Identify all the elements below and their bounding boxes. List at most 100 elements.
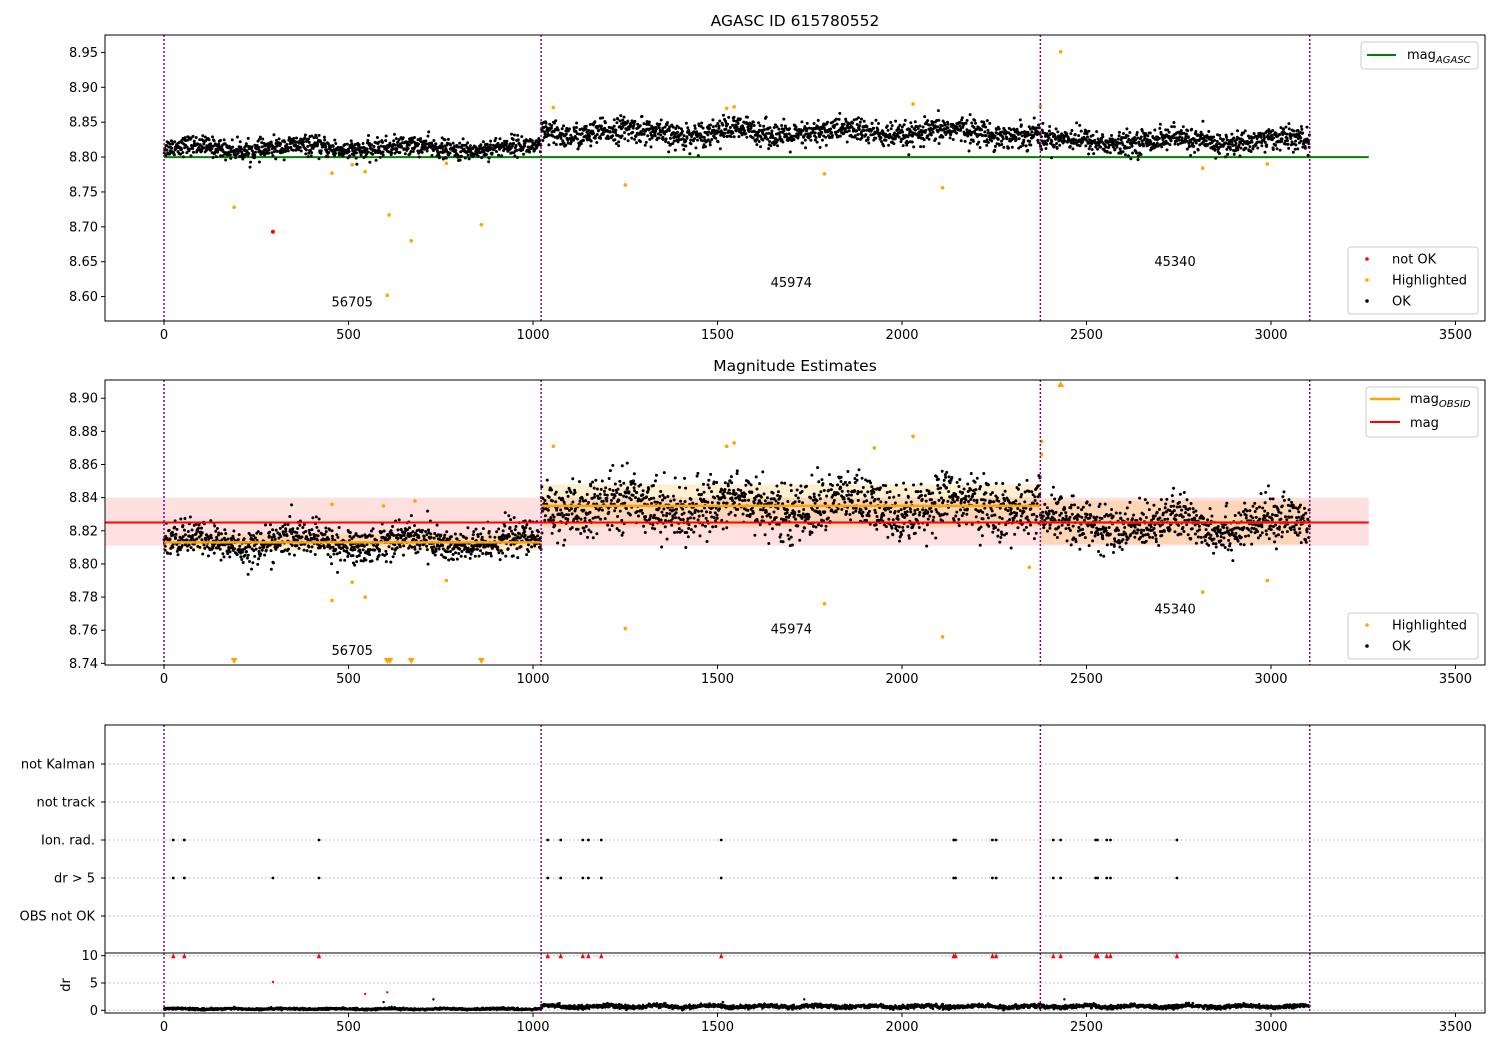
ok-point bbox=[239, 555, 243, 559]
ok-point bbox=[569, 140, 573, 144]
x-tick-label: 1000 bbox=[516, 328, 549, 343]
ok-point bbox=[661, 513, 665, 517]
ok-point bbox=[758, 499, 762, 503]
ok-point bbox=[720, 518, 724, 522]
ok-point bbox=[746, 508, 750, 512]
highlighted-point bbox=[350, 162, 355, 167]
ok-point bbox=[1146, 134, 1150, 138]
ok-point bbox=[732, 490, 736, 494]
ok-point bbox=[965, 119, 969, 123]
ok-point bbox=[649, 133, 653, 137]
ok-point bbox=[959, 139, 963, 143]
ok-point bbox=[1001, 137, 1005, 141]
x-tick-label: 0 bbox=[160, 328, 168, 343]
ok-point bbox=[1303, 146, 1307, 150]
ok-point bbox=[724, 127, 728, 131]
ok-point bbox=[732, 135, 736, 139]
highlighted-point bbox=[623, 183, 628, 187]
ok-point bbox=[587, 501, 591, 505]
ok-point bbox=[1094, 144, 1098, 148]
ok-point bbox=[551, 134, 555, 138]
ok-point bbox=[899, 140, 903, 144]
ok-point bbox=[264, 523, 268, 527]
ok-point bbox=[632, 486, 636, 490]
ok-point bbox=[666, 141, 670, 145]
ok-point bbox=[946, 126, 950, 130]
ok-point bbox=[763, 533, 767, 537]
ok-point bbox=[552, 515, 556, 519]
ok-point bbox=[259, 552, 263, 556]
ok-point bbox=[313, 552, 317, 556]
ok-point bbox=[1111, 145, 1115, 149]
ok-point bbox=[275, 150, 279, 154]
ok-point bbox=[1296, 128, 1300, 132]
ok-point bbox=[1256, 146, 1260, 150]
ok-point bbox=[759, 145, 763, 149]
ok-point bbox=[1108, 137, 1112, 141]
ok-point bbox=[309, 154, 313, 158]
ok-point bbox=[234, 156, 238, 160]
ok-point bbox=[189, 154, 193, 158]
ok-point bbox=[686, 535, 690, 539]
ok-point bbox=[803, 125, 807, 129]
ok-point bbox=[671, 125, 675, 129]
ok-point bbox=[582, 508, 586, 512]
ok-point bbox=[787, 132, 791, 136]
ok-point bbox=[248, 560, 252, 564]
ok-point bbox=[1206, 143, 1210, 147]
ok-point bbox=[619, 114, 623, 118]
ok-point bbox=[710, 501, 714, 505]
ok-point bbox=[704, 145, 708, 149]
ok-point bbox=[1054, 127, 1058, 131]
ok-point bbox=[579, 531, 583, 535]
ok-point bbox=[270, 538, 274, 542]
ok-point bbox=[834, 117, 838, 121]
ok-point bbox=[631, 130, 635, 134]
ok-point bbox=[1087, 147, 1091, 151]
ok-point bbox=[1299, 136, 1303, 140]
ok-point bbox=[711, 525, 715, 529]
ok-point bbox=[642, 132, 646, 136]
ok-point bbox=[267, 148, 271, 152]
ok-point bbox=[574, 126, 578, 130]
ok-point bbox=[466, 153, 470, 157]
ok-point bbox=[1235, 138, 1239, 142]
legend-label-sub: AGASC bbox=[1435, 55, 1471, 66]
ok-point bbox=[440, 142, 444, 146]
ok-point bbox=[425, 548, 429, 552]
ok-point bbox=[789, 535, 793, 539]
ok-point bbox=[247, 152, 251, 156]
ok-point bbox=[1185, 147, 1189, 151]
ok-point bbox=[292, 136, 296, 140]
ok-point bbox=[554, 119, 558, 123]
ok-point bbox=[479, 549, 483, 553]
ok-point bbox=[662, 507, 666, 511]
ok-point bbox=[620, 134, 624, 138]
ok-point bbox=[564, 132, 568, 136]
ok-point bbox=[726, 122, 730, 126]
ok-point bbox=[812, 122, 816, 126]
ok-point bbox=[1287, 122, 1291, 126]
ok-point bbox=[852, 118, 856, 122]
ok-point bbox=[701, 482, 705, 486]
ok-point bbox=[395, 150, 399, 154]
ok-point bbox=[295, 544, 299, 548]
ok-point bbox=[703, 524, 707, 528]
ok-point bbox=[370, 534, 374, 538]
ok-point bbox=[267, 151, 271, 155]
ok-point bbox=[641, 511, 645, 515]
ok-point bbox=[1126, 154, 1130, 158]
ok-point bbox=[751, 120, 755, 124]
ok-point bbox=[519, 545, 523, 549]
ok-point bbox=[603, 517, 607, 521]
ok-point bbox=[647, 487, 651, 491]
ok-point bbox=[277, 137, 281, 141]
ok-point bbox=[481, 552, 485, 556]
ok-point bbox=[1188, 144, 1192, 148]
ok-point bbox=[670, 523, 674, 527]
ok-point bbox=[1232, 136, 1236, 140]
ok-point bbox=[221, 154, 225, 158]
ok-point bbox=[800, 490, 804, 494]
ok-point bbox=[774, 499, 778, 503]
ok-point bbox=[735, 469, 739, 473]
